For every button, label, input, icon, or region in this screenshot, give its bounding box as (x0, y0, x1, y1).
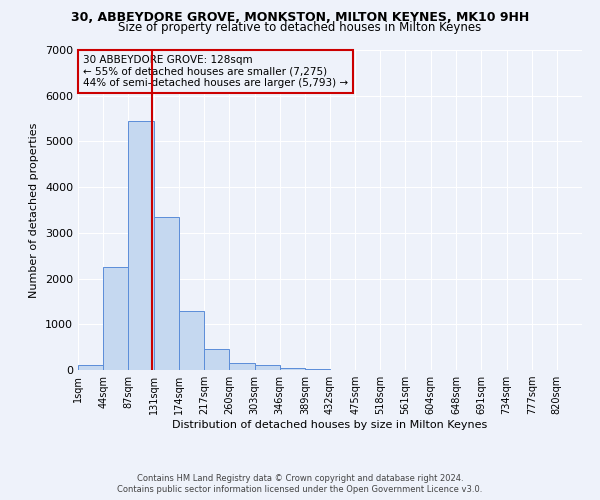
Text: Contains HM Land Registry data © Crown copyright and database right 2024.
Contai: Contains HM Land Registry data © Crown c… (118, 474, 482, 494)
Bar (204, 350, 229, 370)
Bar (78, 366, 103, 370)
X-axis label: Distribution of detached houses by size in Milton Keynes: Distribution of detached houses by size … (172, 420, 488, 430)
Bar (280, 368, 305, 370)
Bar (103, 267, 128, 370)
Text: 30 ABBEYDORE GROVE: 128sqm
← 55% of detached houses are smaller (7,275)
44% of s: 30 ABBEYDORE GROVE: 128sqm ← 55% of deta… (83, 55, 348, 88)
Bar (154, 217, 179, 370)
Y-axis label: Number of detached properties: Number of detached properties (29, 122, 40, 298)
Bar (128, 121, 154, 370)
Bar (179, 310, 204, 370)
Text: 30, ABBEYDORE GROVE, MONKSTON, MILTON KEYNES, MK10 9HH: 30, ABBEYDORE GROVE, MONKSTON, MILTON KE… (71, 11, 529, 24)
Bar (229, 363, 254, 370)
Bar (305, 369, 330, 370)
Text: Size of property relative to detached houses in Milton Keynes: Size of property relative to detached ho… (118, 22, 482, 35)
Bar (254, 366, 280, 370)
